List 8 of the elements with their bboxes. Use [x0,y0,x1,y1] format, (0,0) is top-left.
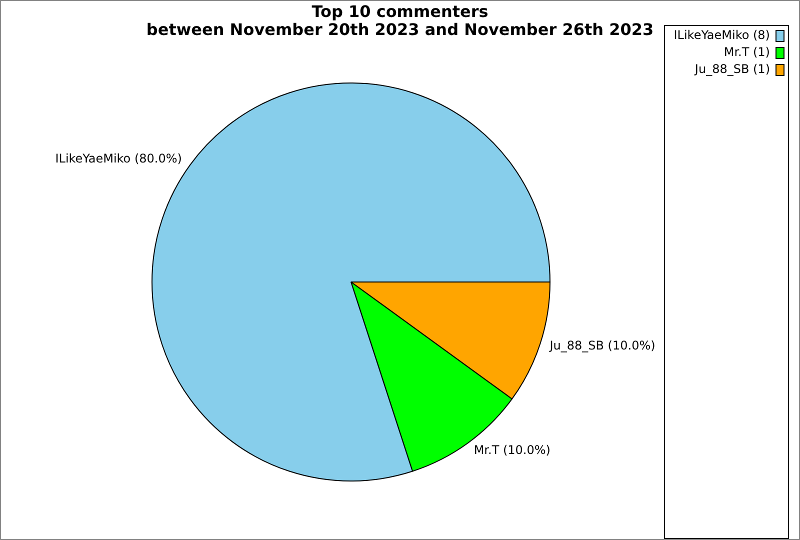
chart-title: Top 10 commenters [312,2,488,22]
data-label: ILikeYaeMiko (80.0%) [55,151,182,166]
legend-label: Mr.T (1) [724,45,770,60]
legend-label: Ju_88_SB (1) [694,62,770,76]
chart-subtitle: between November 20th 2023 and November 26th 2023 [146,20,654,40]
data-label: Mr.T (10.0%) [474,443,550,458]
data-label: Ju_88_SB (10.0%) [548,338,656,353]
legend-label: ILikeYaeMiko (8) [674,28,770,42]
